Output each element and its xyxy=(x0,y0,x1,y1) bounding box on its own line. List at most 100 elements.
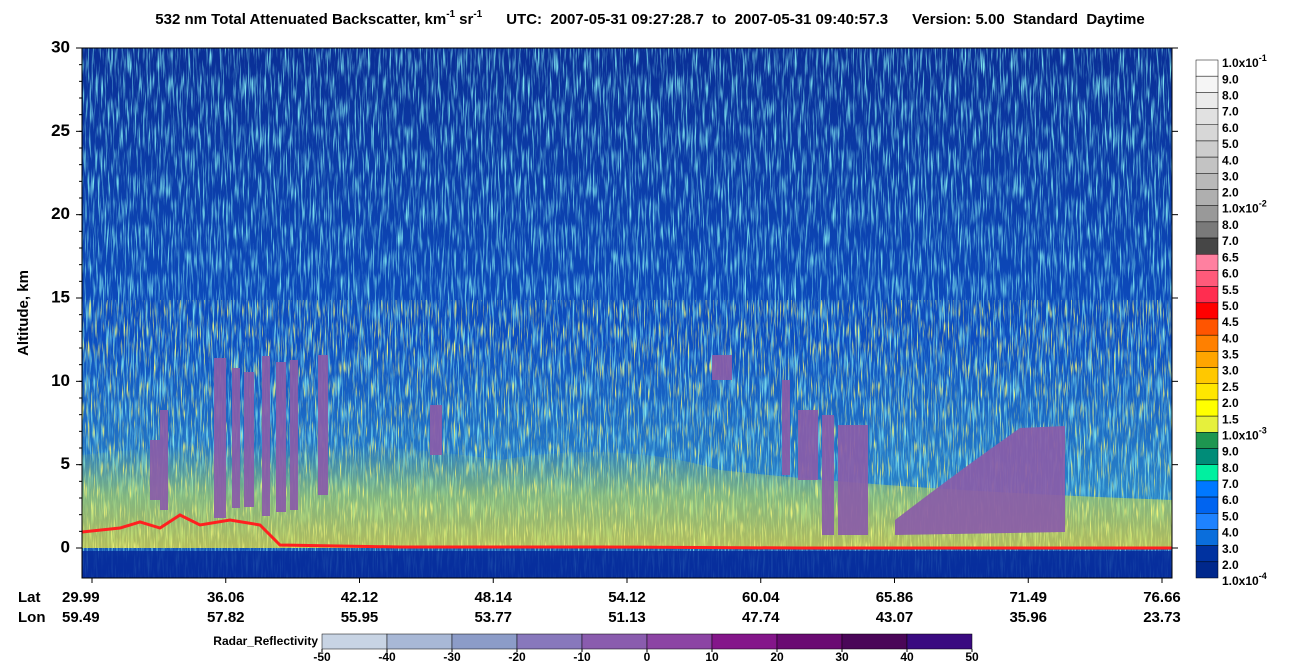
title-text: 532 nm Total Attenuated Backscatter, km xyxy=(155,11,446,28)
lat-label: 71.49 xyxy=(1009,589,1047,606)
colorbar-label: 8.0 xyxy=(1222,89,1239,103)
lon-label: 53.77 xyxy=(474,609,512,626)
colorbar-cell xyxy=(1195,496,1219,514)
colorbar-cell xyxy=(1195,318,1219,336)
colorbar-label: 1.5 xyxy=(1222,412,1239,426)
colorbar-label: 7.0 xyxy=(1222,234,1239,248)
radar-colorbar-cell xyxy=(711,633,778,650)
colorbar-cell xyxy=(1195,189,1219,206)
colorbar-label-base: 1.0x10 xyxy=(1222,574,1259,588)
colorbar-cell xyxy=(1195,205,1219,223)
colorbar-cell xyxy=(1195,399,1219,417)
colorbar-label: 1.0x10-1 xyxy=(1222,53,1267,70)
colorbar-cell xyxy=(1195,173,1219,190)
colorbar-label-exponent: -1 xyxy=(1259,53,1267,63)
colorbar-cell xyxy=(1195,124,1219,142)
colorbar-label-base: 1.0x10 xyxy=(1222,428,1259,442)
lat-label: 54.12 xyxy=(608,589,646,606)
colorbar-cell xyxy=(1195,59,1219,77)
version-info: Version: 5.00 Standard Daytime xyxy=(912,11,1145,28)
lon-label: 57.82 xyxy=(207,609,245,626)
colorbar-label: 4.0 xyxy=(1222,526,1239,540)
colorbar-cell xyxy=(1195,513,1219,530)
colorbar-label: 5.5 xyxy=(1222,283,1239,297)
colorbar-label: 8.0 xyxy=(1222,461,1239,475)
y-tick-label: 5 xyxy=(61,454,70,473)
radar-colorbar-cell xyxy=(321,633,388,650)
y-tick-label: 30 xyxy=(51,37,70,56)
time-info: UTC: 2007-05-31 09:27:28.7 to 2007-05-31… xyxy=(506,11,888,28)
colorbar-cell xyxy=(1195,480,1219,498)
y-tick-label: 20 xyxy=(51,204,70,223)
radar-tick-label: 30 xyxy=(835,650,849,664)
colorbar-label: 2.5 xyxy=(1222,380,1239,394)
radar-tick-label: -30 xyxy=(443,650,461,664)
lon-label: 35.96 xyxy=(1009,609,1047,626)
colorbar-cell xyxy=(1195,367,1219,384)
colorbar-cell xyxy=(1195,254,1219,271)
colorbar-cell xyxy=(1195,561,1219,579)
colorbar-label: 4.5 xyxy=(1222,315,1239,329)
colorbar-label: 4.0 xyxy=(1222,331,1239,345)
colorbar-label-exponent: -2 xyxy=(1259,199,1267,209)
colorbar-label: 1.0x10-2 xyxy=(1222,199,1267,216)
colorbar-label: 5.0 xyxy=(1222,299,1239,313)
title-exponent: -1 xyxy=(473,9,482,20)
colorbar-label: 5.0 xyxy=(1222,509,1239,523)
colorbar-label: 3.0 xyxy=(1222,364,1239,378)
radar-colorbar-cell xyxy=(516,633,583,650)
lat-label: 36.06 xyxy=(207,589,245,606)
colorbar-cell xyxy=(1195,108,1219,125)
colorbar-cell xyxy=(1195,75,1219,93)
colorbar-label: 3.0 xyxy=(1222,542,1239,556)
radar-colorbar-cell xyxy=(906,633,973,650)
colorbar-label: 6.0 xyxy=(1222,267,1239,281)
colorbar-cell xyxy=(1195,415,1219,433)
colorbar-label: 9.0 xyxy=(1222,72,1239,86)
lat-label: 42.12 xyxy=(341,589,379,606)
colorbar-cell xyxy=(1195,529,1219,546)
chart-title: 532 nm Total Attenuated Backscatter, km-… xyxy=(155,9,1144,28)
radar-tick-label: 10 xyxy=(705,650,719,664)
colorbar-label: 3.5 xyxy=(1222,348,1239,362)
colorbar-cell xyxy=(1195,140,1219,158)
radar-tick-label: 40 xyxy=(900,650,914,664)
lat-label: 29.99 xyxy=(62,589,100,606)
colorbar-cell xyxy=(1195,270,1219,287)
radar-tick-label: -20 xyxy=(508,650,526,664)
colorbar-label: 1.0x10-4 xyxy=(1222,571,1267,588)
subsurface xyxy=(82,551,1172,578)
radar-colorbar-cell xyxy=(646,633,713,650)
colorbar-label-exponent: -3 xyxy=(1259,426,1267,436)
colorbar-cell xyxy=(1195,545,1219,563)
lon-label: 51.13 xyxy=(608,609,646,626)
colorbar-label: 5.0 xyxy=(1222,137,1239,151)
lat-label: 48.14 xyxy=(474,589,512,606)
lat-label: 60.04 xyxy=(742,589,780,606)
radar-colorbar-cell xyxy=(581,633,648,650)
title-exponent: -1 xyxy=(446,9,455,20)
radar-colorbar-cell xyxy=(841,633,908,650)
lat-label: 76.66 xyxy=(1143,589,1181,606)
title-text: sr xyxy=(459,11,473,28)
y-tick-label: 10 xyxy=(51,371,70,390)
colorbar-label-exponent: -4 xyxy=(1259,571,1267,581)
colorbar-cell xyxy=(1195,464,1219,482)
surface-return xyxy=(82,513,1172,550)
colorbar-label: 8.0 xyxy=(1222,218,1239,232)
lon-label: 59.49 xyxy=(62,609,100,626)
colorbar-cell xyxy=(1195,302,1219,320)
y-tick-label: 15 xyxy=(51,287,70,306)
colorbar-label: 2.0 xyxy=(1222,396,1239,410)
lat-label: 65.86 xyxy=(876,589,914,606)
y-tick-label: 0 xyxy=(61,537,70,556)
colorbar-label: 4.0 xyxy=(1222,153,1239,167)
cloud-layer xyxy=(150,355,1065,535)
radar-tick-label: -50 xyxy=(313,650,331,664)
y-tick-label: 25 xyxy=(51,121,70,140)
lon-label: 23.73 xyxy=(1143,609,1181,626)
y-axis-label: Altitude, km xyxy=(15,270,32,356)
colorbar-cell xyxy=(1195,237,1219,255)
radar-colorbar-cell xyxy=(386,633,453,650)
